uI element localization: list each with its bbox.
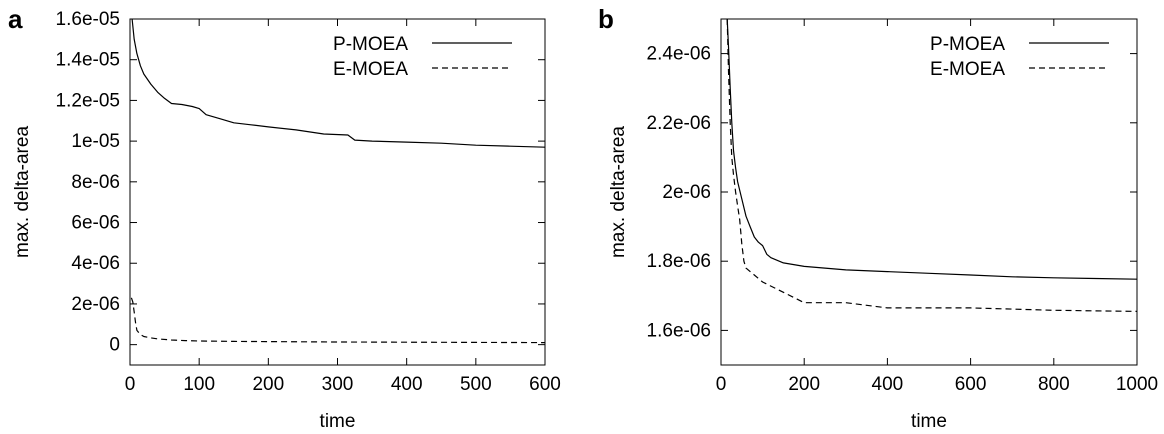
x-tick-label: 0	[125, 374, 136, 395]
x-tick-label: 500	[460, 374, 492, 395]
plot-area	[130, 19, 545, 344]
y-tick-label: 1.6e-06	[647, 320, 711, 341]
y-tick-label: 6e-06	[71, 213, 120, 234]
y-tick-label: 2e-06	[662, 182, 711, 203]
y-tick-label: 2.4e-06	[647, 44, 711, 65]
chart-panel-b: b 1.6e-06 1.8e-06 2e-06 2.2e-06 2.4e-06 0 200 40…	[598, 4, 1158, 432]
x-tick-label: 300	[322, 374, 354, 395]
x-tick-label: 0	[716, 374, 727, 395]
panel-letter: b	[598, 4, 614, 34]
y-tick-label: 4e-06	[71, 253, 120, 274]
x-tick-label: 800	[1038, 374, 1070, 395]
plot-frame	[720, 18, 1138, 366]
panel-letter: a	[8, 4, 23, 34]
y-axis-label: max. delta-area	[12, 126, 33, 258]
legend-label: E-MOEA	[930, 59, 1005, 80]
series-line-p-moea	[131, 19, 545, 148]
y-axis-label: max. delta-area	[608, 126, 629, 258]
x-tick-label: 1000	[1116, 374, 1158, 395]
y-tick-label: 1e-05	[71, 131, 120, 152]
series-line-e-moea	[130, 297, 545, 344]
x-tick-label: 600	[529, 374, 561, 395]
legend: P-MOEA E-MOEA	[930, 34, 1109, 80]
x-axis-label: time	[911, 411, 947, 432]
y-tick-label: 8e-06	[71, 172, 120, 193]
y-tick-label: 1.8e-06	[647, 251, 711, 272]
y-tick-label: 0	[109, 335, 120, 356]
y-tick-label: 2e-06	[71, 294, 120, 315]
legend-label: P-MOEA	[930, 34, 1005, 55]
series-line-p-moea	[726, 19, 1137, 280]
plot-area	[726, 19, 1137, 312]
x-tick-label: 100	[183, 374, 215, 395]
legend: P-MOEA E-MOEA	[333, 34, 512, 80]
x-axis-label: time	[320, 411, 356, 432]
y-tick-label: 1.6e-05	[56, 9, 120, 30]
x-tick-label: 600	[955, 374, 987, 395]
series-line-e-moea	[726, 19, 1137, 312]
x-tick-label: 400	[872, 374, 904, 395]
x-tick-label: 400	[391, 374, 423, 395]
x-tick-label: 200	[252, 374, 284, 395]
y-tick-label: 2.2e-06	[647, 113, 711, 134]
y-tick-label: 1.4e-05	[56, 50, 120, 71]
y-tick-label: 1.2e-05	[56, 90, 120, 111]
chart-panel-a: a 0 2e-06 4e-06 6e-06 8e-06 1e-05 1.2e-05 1.4e-0…	[8, 4, 561, 432]
legend-label: E-MOEA	[333, 59, 408, 80]
x-tick-label: 200	[788, 374, 820, 395]
legend-label: P-MOEA	[333, 34, 408, 55]
